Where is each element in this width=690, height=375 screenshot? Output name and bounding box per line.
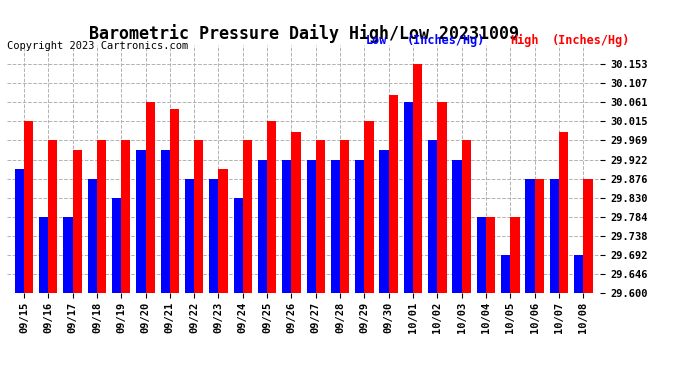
Bar (282, 160, 291, 292)
Bar (340, 140, 349, 292)
Bar (233, 198, 243, 292)
Bar (243, 140, 252, 292)
Bar (291, 132, 301, 292)
Title: Barometric Pressure Daily High/Low 20231009: Barometric Pressure Daily High/Low 20231… (88, 24, 519, 44)
Bar (219, 169, 228, 292)
Bar (355, 160, 364, 292)
Bar (525, 178, 535, 292)
Bar (72, 150, 82, 292)
Bar (428, 140, 437, 292)
Text: Copyright 2023 Cartronics.com: Copyright 2023 Cartronics.com (7, 41, 188, 51)
Text: (Inches/Hg): (Inches/Hg) (407, 34, 486, 47)
Bar (63, 217, 72, 292)
Bar (170, 109, 179, 292)
Text: (Inches/Hg): (Inches/Hg) (552, 34, 631, 47)
Bar (413, 64, 422, 292)
Bar (535, 178, 544, 292)
Bar (137, 150, 146, 292)
Bar (88, 178, 97, 292)
Bar (48, 140, 57, 292)
Bar (14, 169, 24, 292)
Bar (453, 160, 462, 292)
Bar (511, 217, 520, 292)
Bar (267, 122, 277, 292)
Bar (388, 94, 398, 292)
Bar (477, 217, 486, 292)
Bar (209, 178, 219, 292)
Bar (462, 140, 471, 292)
Bar (331, 160, 340, 292)
Bar (39, 217, 48, 292)
Text: Low: Low (366, 34, 387, 47)
Bar (437, 102, 446, 292)
Bar (486, 217, 495, 292)
Bar (364, 122, 374, 292)
Bar (550, 178, 559, 292)
Text: High: High (511, 34, 539, 47)
Bar (185, 178, 194, 292)
Bar (380, 150, 388, 292)
Bar (316, 140, 325, 292)
Bar (112, 198, 121, 292)
Bar (146, 102, 155, 292)
Bar (121, 140, 130, 292)
Bar (306, 160, 316, 292)
Bar (24, 122, 33, 292)
Bar (258, 160, 267, 292)
Bar (501, 255, 511, 292)
Bar (574, 255, 583, 292)
Bar (559, 132, 568, 292)
Bar (97, 140, 106, 292)
Bar (583, 178, 593, 292)
Bar (161, 150, 170, 292)
Bar (194, 140, 204, 292)
Bar (404, 102, 413, 292)
